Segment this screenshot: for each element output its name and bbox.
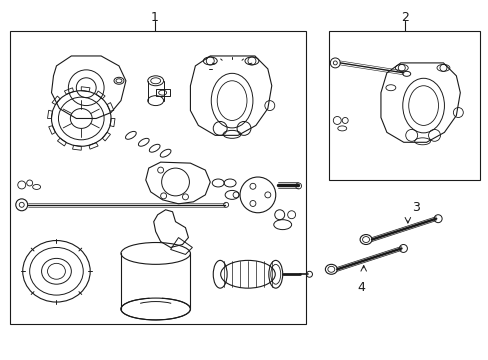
Text: 4: 4 [357,280,365,293]
Bar [10,31,305,324]
Bar [155,89,169,96]
Text: 3: 3 [411,201,419,214]
Text: 1: 1 [150,11,158,24]
Bar [328,31,479,180]
Text: 2: 2 [400,11,408,24]
